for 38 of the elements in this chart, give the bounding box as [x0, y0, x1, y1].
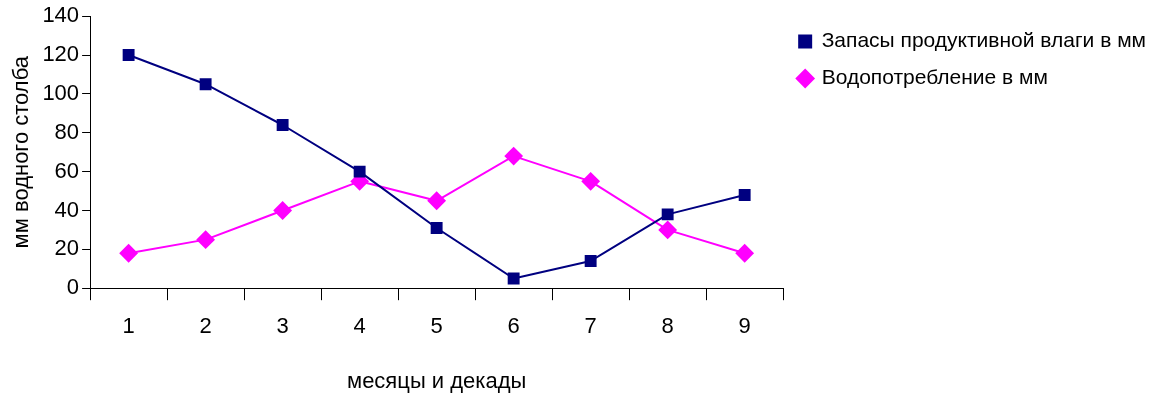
point: [119, 244, 138, 263]
y-tick-label: 100: [42, 79, 80, 105]
y-tick-label: 140: [42, 2, 80, 28]
point: [507, 272, 520, 285]
point: [581, 172, 600, 191]
x-tick-label: 9: [738, 313, 751, 339]
x-tick-label: 7: [584, 313, 597, 339]
x-tick-label: 4: [353, 313, 366, 339]
legend-label: Запасы продуктивной влаги в мм: [821, 28, 1147, 52]
y-tick-label: 120: [42, 41, 80, 67]
point: [199, 78, 212, 91]
point: [735, 244, 754, 263]
point: [273, 201, 292, 220]
x-axis-title: месяцы и декады: [347, 367, 527, 393]
x-tick-label: 3: [276, 313, 289, 339]
point: [661, 208, 674, 221]
point: [196, 230, 215, 249]
y-tick-label: 80: [54, 118, 80, 144]
y-tick-label: 40: [54, 196, 80, 222]
y-tick-label: 60: [54, 157, 80, 183]
point: [738, 188, 751, 201]
y-axis-title: мм водного столба: [8, 55, 34, 249]
x-tick-label: 8: [661, 313, 674, 339]
point: [504, 147, 523, 166]
point: [658, 220, 677, 239]
point: [122, 49, 135, 62]
point: [353, 165, 366, 178]
x-tick-label: 1: [122, 313, 135, 339]
y-tick-label: 0: [66, 274, 80, 300]
x-tick-label: 2: [199, 313, 212, 339]
point: [584, 255, 597, 267]
point: [276, 119, 289, 131]
y-tick-label: 20: [54, 235, 80, 261]
legend-label: Водопотребление в мм: [821, 65, 1048, 89]
point: [427, 191, 446, 210]
x-tick-label: 6: [507, 313, 520, 339]
x-tick-label: 5: [430, 313, 443, 339]
point: [430, 222, 443, 234]
